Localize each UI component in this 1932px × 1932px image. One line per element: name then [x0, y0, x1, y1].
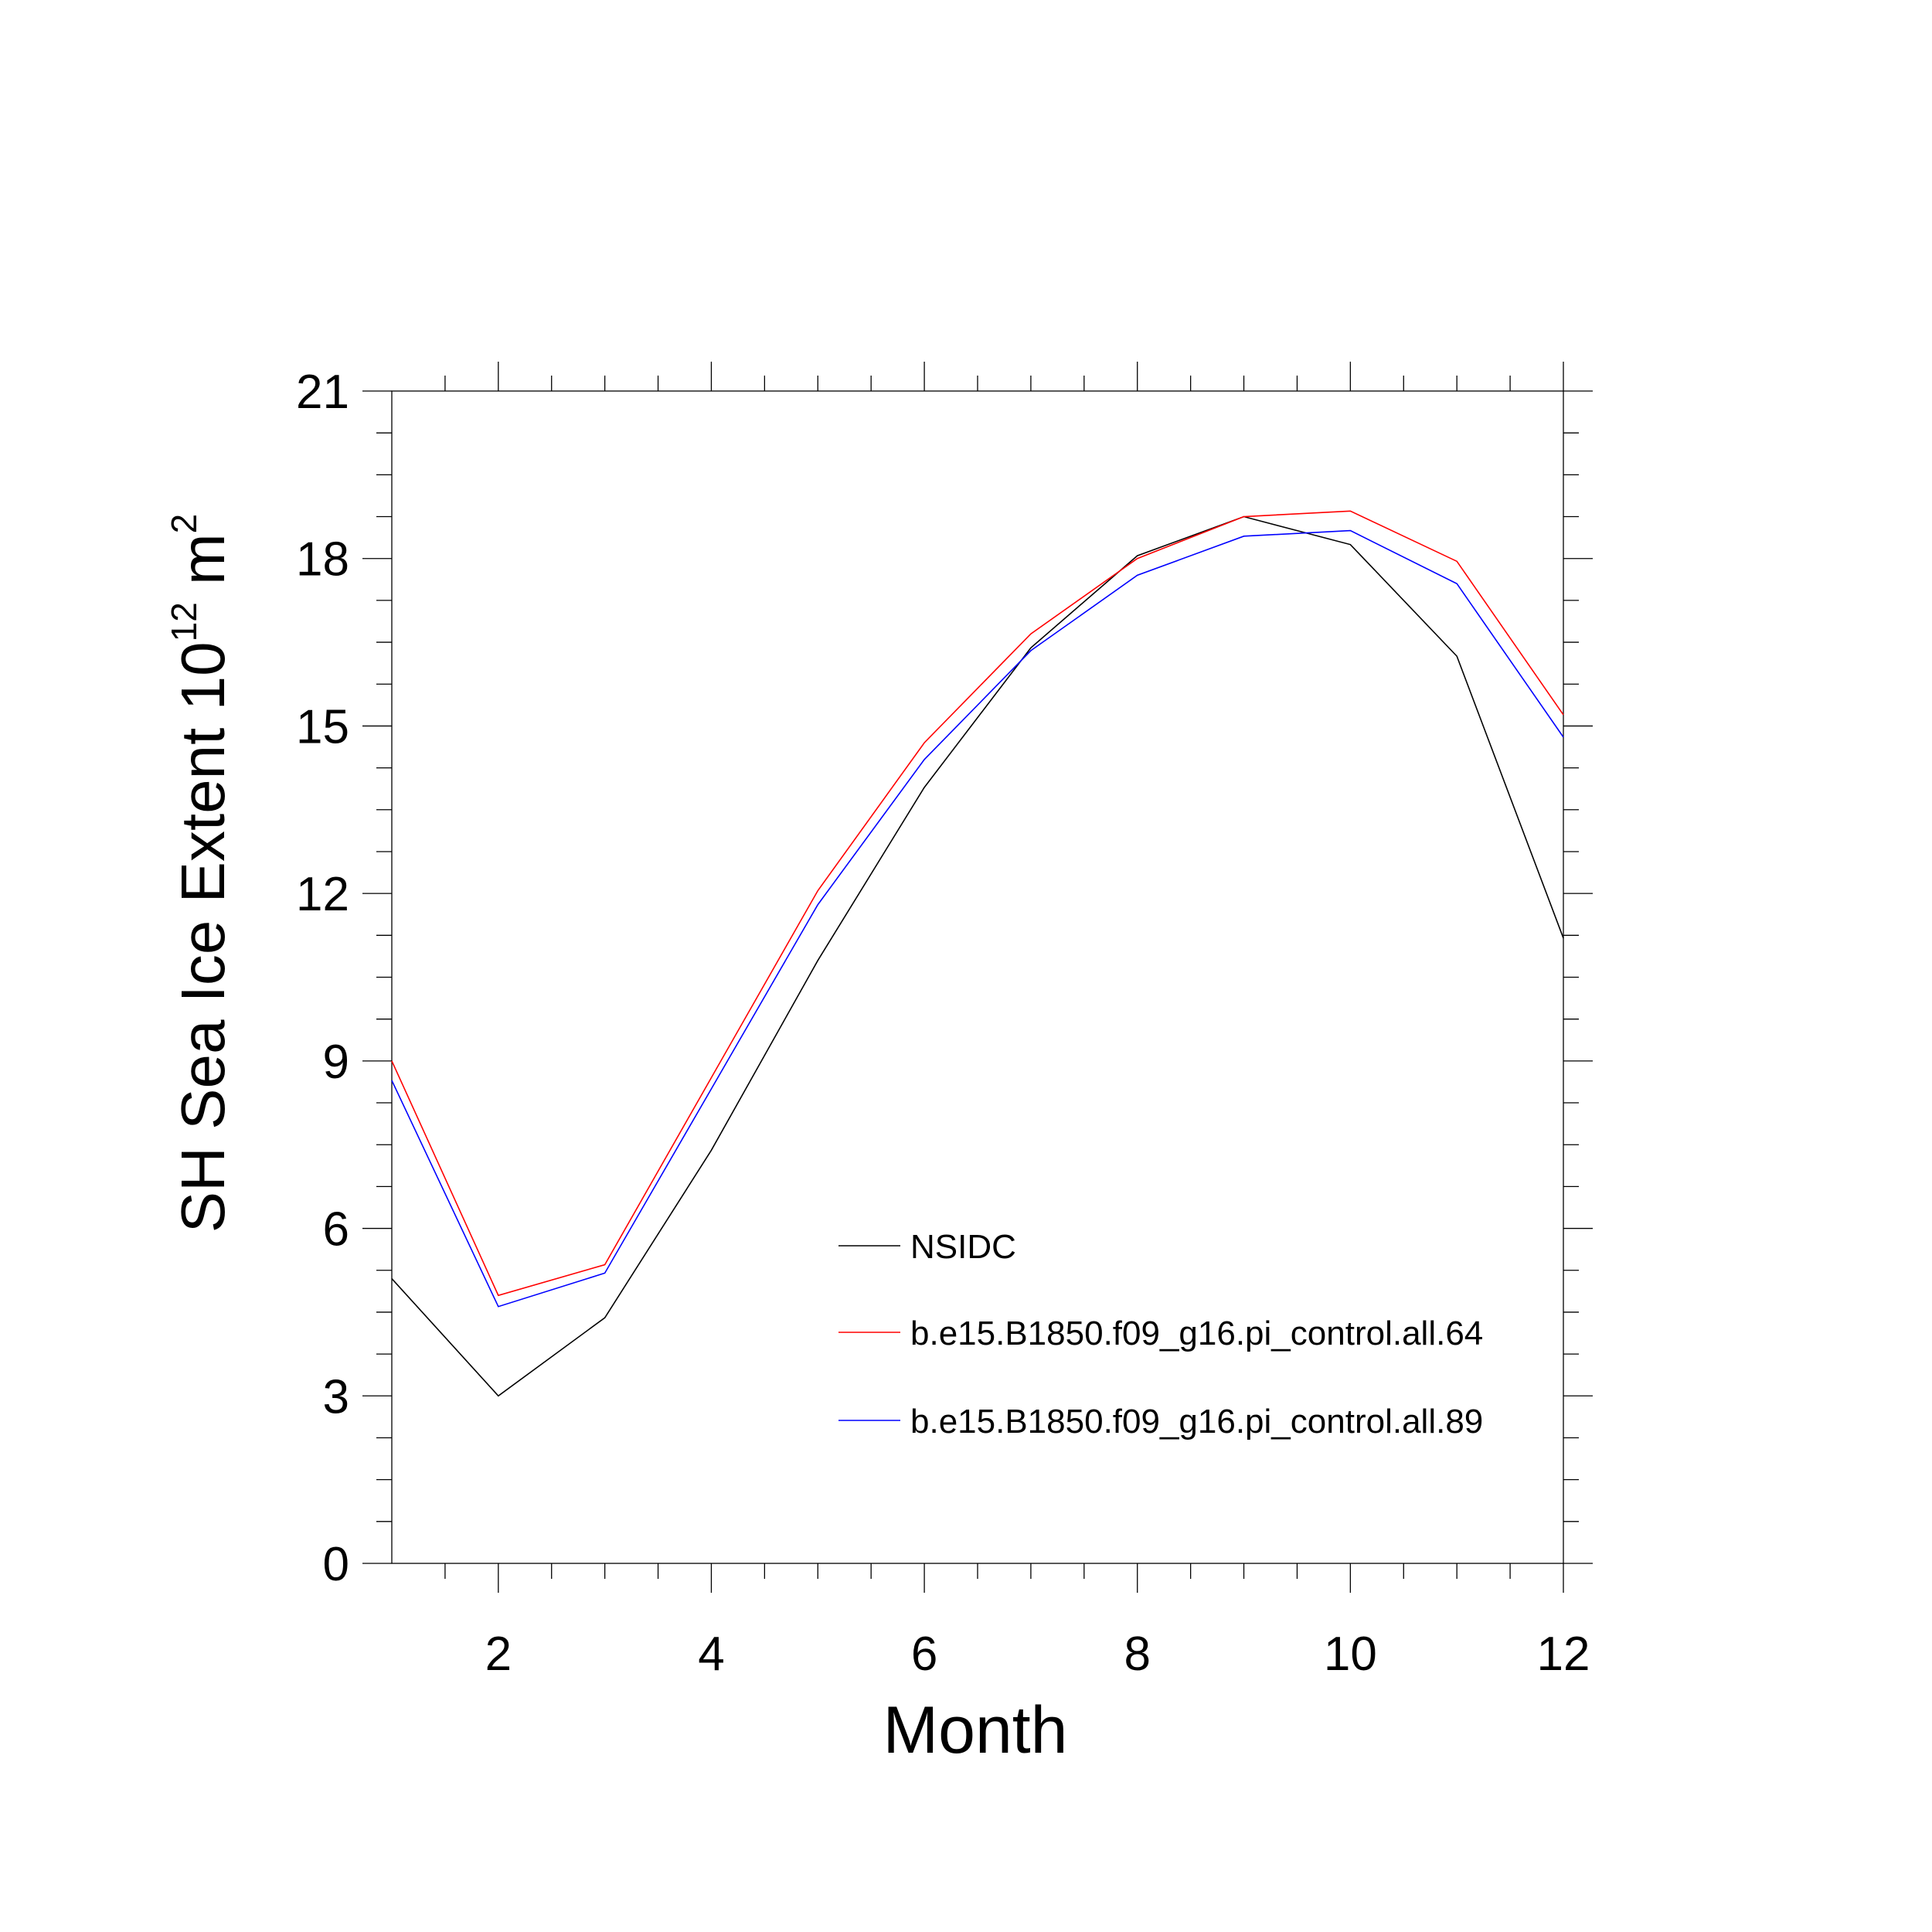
x-tick-label: 8 [1124, 1628, 1150, 1681]
x-tick-label: 10 [1324, 1628, 1377, 1681]
series-line [391, 510, 1564, 1297]
y-tick-label: 3 [323, 1370, 349, 1423]
y-tick-label: 21 [296, 366, 349, 419]
x-tick-label: 2 [485, 1628, 512, 1681]
y-tick-label: 12 [296, 868, 349, 921]
series-line [391, 515, 1564, 1397]
y-axis-title-main: SH Sea Ice Extent 10 [168, 641, 237, 1233]
series-line [391, 529, 1564, 1308]
x-tick-label: 6 [911, 1628, 937, 1681]
plot-frame [391, 390, 1564, 1564]
legend-label: NSIDC [910, 1228, 1016, 1266]
x-tick-label: 12 [1537, 1628, 1590, 1681]
y-axis-title-exponent: 12 [164, 602, 204, 641]
x-tick-label: 4 [698, 1628, 724, 1681]
y-tick-label: 15 [296, 700, 349, 753]
legend-label: b.e15.B1850.f09_g16.pi_control.all.89 [910, 1403, 1483, 1440]
plot-axes: 2 4 6 8 10 12 0 3 6 9 12 15 18 21 [296, 362, 1593, 1681]
legend-label: b.e15.B1850.f09_g16.pi_control.all.64 [910, 1315, 1483, 1352]
y-axis-title-unit-exponent: 2 [164, 514, 204, 534]
y-tick-label: 18 [296, 533, 349, 587]
series-layer [391, 510, 1564, 1397]
y-axis-title-unit: m [168, 533, 237, 602]
y-tick-label: 6 [323, 1203, 349, 1257]
y-axis-title: SH Sea Ice Extent 1012 m2 [164, 514, 237, 1233]
legend: NSIDC b.e15.B1850.f09_g16.pi_control.all.… [838, 1228, 1483, 1440]
x-axis-title: Month [883, 1693, 1067, 1767]
y-tick-label: 9 [323, 1036, 349, 1089]
y-tick-label: 0 [323, 1538, 349, 1591]
